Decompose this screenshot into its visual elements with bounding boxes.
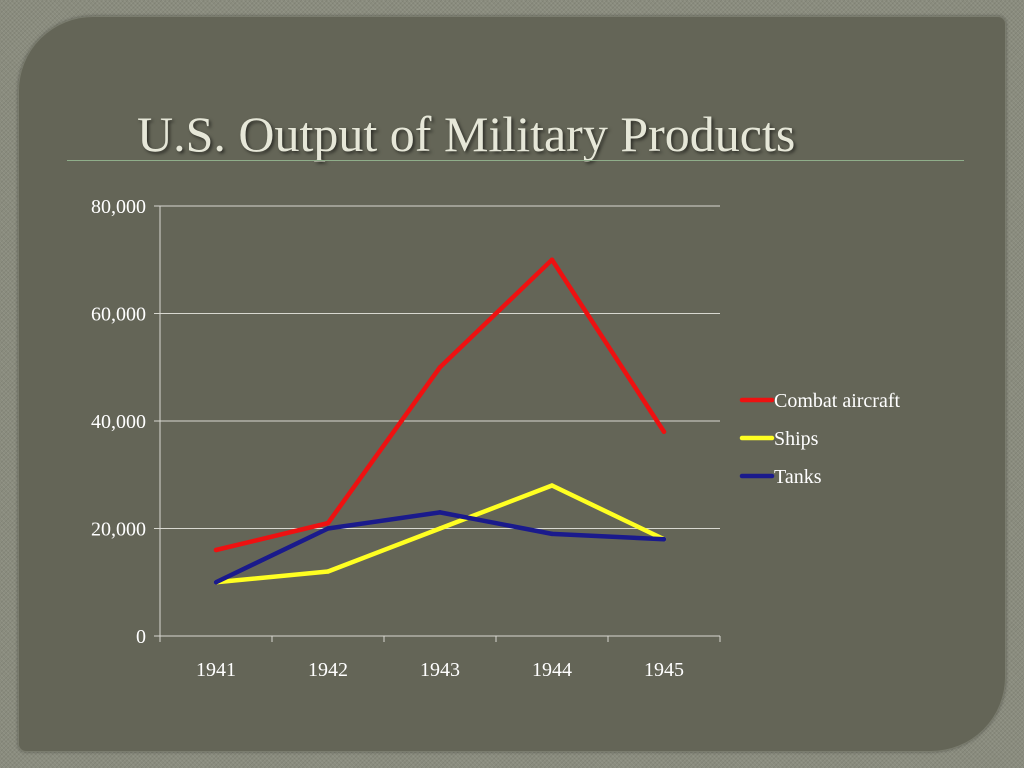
chart-legend: Combat aircraft Ships Tanks: [739, 390, 900, 488]
legend-label: Ships: [774, 428, 819, 450]
data-point: [549, 531, 555, 537]
x-tick-label: 1942: [308, 659, 348, 681]
x-tick-label: 1941: [196, 659, 236, 681]
chart-series: [213, 257, 667, 585]
data-point: [661, 429, 667, 434]
x-tick-label: 1944: [532, 659, 572, 681]
y-axis-labels: 0 20,000 40,000 60,000 80,000: [91, 196, 146, 648]
y-tick-label: 20,000: [91, 519, 146, 541]
data-point: [437, 526, 443, 531]
x-tick-label: 1943: [420, 659, 460, 681]
y-tick-label: 60,000: [91, 304, 146, 326]
data-point: [661, 537, 667, 542]
legend-label: Combat aircraft: [774, 390, 900, 412]
slide: U.S. Output of Military Products: [18, 16, 1006, 752]
x-axis-labels: 1941 1942 1943 1944 1945: [196, 659, 684, 681]
y-tick-label: 0: [136, 626, 146, 648]
data-point: [213, 580, 219, 585]
x-tick-label: 1945: [644, 659, 684, 681]
title-divider: [67, 160, 964, 161]
y-tick-label: 80,000: [91, 196, 146, 218]
data-point: [325, 520, 331, 526]
data-point: [549, 483, 555, 488]
legend-label: Tanks: [774, 466, 822, 488]
data-point: [213, 547, 219, 553]
chart-gridlines: [160, 205, 720, 529]
slide-title: U.S. Output of Military Products: [137, 106, 796, 162]
data-point: [325, 526, 331, 531]
data-point: [437, 510, 443, 515]
series-line-tanks: [213, 510, 667, 585]
data-point: [437, 365, 443, 370]
data-point: [549, 257, 555, 262]
chart-axes: [154, 205, 721, 642]
y-tick-label: 40,000: [91, 411, 146, 433]
data-point: [325, 569, 331, 574]
